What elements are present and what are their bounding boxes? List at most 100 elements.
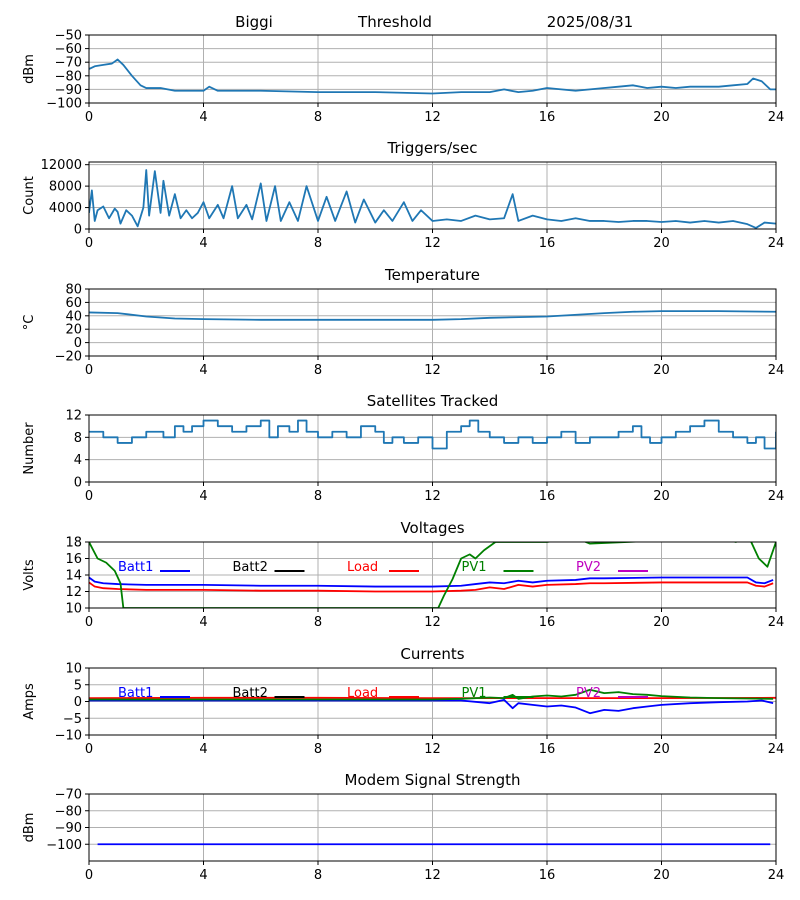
y-tick-label: 8: [74, 431, 82, 446]
chart-title: Voltages: [400, 519, 464, 537]
header-station: Biggi: [235, 13, 273, 31]
x-tick-label: 20: [653, 615, 670, 630]
y-axis-label: °C: [22, 315, 37, 331]
series-line-load: [89, 581, 774, 593]
y-tick-label: −90: [55, 83, 82, 98]
y-tick-label: −60: [55, 42, 82, 57]
x-tick-label: 16: [539, 363, 556, 378]
x-tick-label: 20: [653, 489, 670, 504]
series-line-pv1: [89, 688, 774, 701]
x-tick-label: 0: [85, 236, 93, 251]
chart-title: Currents: [400, 645, 464, 663]
x-tick-label: 8: [314, 110, 322, 125]
y-tick-label: 18: [65, 536, 82, 551]
y-tick-label: 0: [74, 476, 82, 491]
x-tick-label: 12: [424, 236, 441, 251]
plot-frame: [88, 793, 777, 862]
x-tick-label: 16: [539, 110, 556, 125]
y-tick-label: 0: [74, 695, 82, 710]
y-tick-label: 14: [65, 569, 82, 584]
x-tick-label: 24: [768, 110, 785, 125]
x-tick-label: 24: [768, 363, 785, 378]
x-tick-label: 8: [314, 615, 322, 630]
legend-label-batt2: Batt2: [233, 686, 268, 701]
x-tick-label: 0: [85, 615, 93, 630]
x-tick-label: 24: [768, 868, 785, 883]
series-line: [89, 419, 776, 450]
x-tick-label: 4: [199, 363, 207, 378]
x-tick-label: 24: [768, 236, 785, 251]
y-tick-label: 8000: [49, 180, 82, 195]
y-tick-label: −100: [46, 97, 82, 112]
legend-label-pv2: PV2: [576, 686, 601, 701]
y-tick-label: 4000: [49, 201, 82, 216]
series-group: [89, 542, 776, 608]
y-tick-label: −70: [55, 788, 82, 803]
y-tick-label: 80: [65, 283, 82, 298]
x-tick-label: 12: [424, 110, 441, 125]
x-tick-label: 20: [653, 363, 670, 378]
y-axis-label: Count: [22, 176, 37, 215]
x-tick-label: 12: [424, 489, 441, 504]
header-date: 2025/08/31: [547, 13, 633, 31]
x-tick-label: 8: [314, 363, 322, 378]
legend-label-pv1: PV1: [462, 560, 487, 575]
series-group: [89, 419, 776, 450]
x-tick-label: 0: [85, 489, 93, 504]
series-group: [89, 688, 776, 715]
y-axis-label: dBm: [22, 54, 37, 84]
plot-frame: [88, 414, 777, 483]
y-tick-label: 20: [65, 323, 82, 338]
y-tick-label: 12: [65, 409, 82, 424]
legend-label-load: Load: [347, 686, 378, 701]
x-tick-label: 24: [768, 615, 785, 630]
series-line: [89, 169, 776, 229]
x-tick-label: 0: [85, 363, 93, 378]
series-group: [89, 58, 776, 95]
x-tick-label: 20: [653, 110, 670, 125]
plot-frame: [88, 161, 777, 230]
x-tick-label: 20: [653, 236, 670, 251]
x-tick-label: 16: [539, 615, 556, 630]
y-tick-label: 16: [65, 552, 82, 567]
plot-frame: [88, 667, 777, 736]
series-line-pv1: [89, 542, 776, 608]
x-tick-label: 12: [424, 742, 441, 757]
y-tick-label: 12000: [41, 158, 82, 173]
chart-panel-7: 0 4 8 12 16 20 24 −70−80 −90 −100 Modem Signal Str…: [22, 771, 784, 883]
series-group: [89, 169, 776, 229]
x-tick-label: 4: [199, 110, 207, 125]
x-tick-label: 24: [768, 489, 785, 504]
series-line-batt1: [89, 576, 774, 588]
legend-label-load: Load: [347, 560, 378, 575]
y-tick-label: −80: [55, 804, 82, 819]
y-tick-label: 10: [65, 662, 82, 677]
chart-panel-2: 0 4 8 12 16 20 24 0 4000 8000 12000 Triggers/sec Cou…: [22, 139, 784, 251]
x-tick-label: 16: [539, 489, 556, 504]
plot-frame: [88, 288, 777, 357]
x-tick-label: 8: [314, 868, 322, 883]
series-group: [89, 310, 776, 321]
x-tick-label: 4: [199, 868, 207, 883]
x-tick-label: 12: [424, 615, 441, 630]
y-tick-label: −80: [55, 69, 82, 84]
y-tick-label: −70: [55, 56, 82, 71]
legend-label-pv1: PV1: [462, 686, 487, 701]
y-tick-label: 10: [65, 602, 82, 617]
x-tick-label: 12: [424, 363, 441, 378]
legend-label-pv2: PV2: [576, 560, 601, 575]
x-tick-label: 20: [653, 868, 670, 883]
y-tick-label: 0: [74, 223, 82, 238]
x-tick-label: 0: [85, 868, 93, 883]
series-line: [89, 310, 776, 321]
y-tick-label: 4: [74, 453, 82, 468]
x-tick-label: 16: [539, 236, 556, 251]
y-axis-label: Volts: [22, 559, 37, 591]
x-tick-label: 16: [539, 742, 556, 757]
y-tick-label: −50: [55, 29, 82, 44]
x-tick-label: 8: [314, 236, 322, 251]
y-tick-label: −10: [55, 729, 82, 744]
